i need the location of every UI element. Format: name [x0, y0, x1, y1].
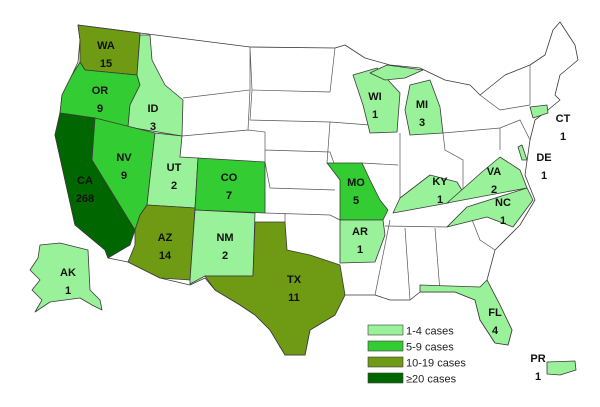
state-abbr-label: ID: [148, 103, 159, 115]
state-case-count: 1: [437, 194, 443, 206]
state-nc: [446, 187, 534, 228]
state-case-count: 15: [100, 58, 112, 70]
legend-swatch: [367, 324, 404, 336]
state-abbr-label: KY: [432, 176, 448, 188]
state-case-count: 2: [222, 250, 228, 262]
state-fl: [419, 279, 513, 346]
state-tx: [204, 221, 346, 356]
legend-label: ≥20 cases: [406, 374, 457, 386]
state-abbr-label: WA: [97, 40, 115, 52]
state-co: [194, 157, 266, 214]
state-case-count: 1: [357, 244, 363, 256]
state-case-count: 3: [150, 121, 156, 133]
state-case-count: 2: [491, 184, 497, 196]
state-abbr-label: NC: [495, 197, 511, 209]
state-abbr-label: AK: [60, 267, 76, 279]
state-case-count: 3: [419, 117, 425, 129]
states-layer: [29, 24, 577, 376]
legend-label: 1-4 cases: [406, 326, 454, 338]
state-case-count: 14: [159, 250, 172, 262]
state-abbr-label: MI: [416, 99, 428, 111]
state-borders: [181, 46, 531, 301]
legend: 1-4 cases 5-9 cases 10-19 cases ≥20 cases: [367, 324, 466, 386]
state-abbr-label: UT: [167, 162, 182, 174]
state-ak: [29, 242, 103, 313]
state-case-count: 1: [500, 215, 506, 227]
state-abbr-label: AZ: [158, 232, 173, 244]
state-abbr-label: CO: [221, 172, 238, 184]
state-abbr-label: PR: [530, 353, 545, 365]
legend-swatch: [367, 340, 404, 352]
state-mo: [326, 162, 389, 221]
state-abbr-label: MO: [347, 177, 365, 189]
state-abbr-label: NM: [216, 232, 233, 244]
state-abbr-label: NV: [116, 152, 132, 164]
state-mi: [369, 64, 424, 81]
state-de: [517, 144, 528, 161]
legend-label: 5-9 cases: [406, 342, 454, 354]
state-case-count: 268: [76, 193, 94, 205]
state-ar: [339, 219, 386, 264]
state-abbr-label: CT: [556, 113, 571, 125]
state-case-count: 2: [171, 180, 177, 192]
state-abbr-label: AR: [352, 226, 368, 238]
state-case-count: 1: [372, 109, 378, 121]
state-case-count: 1: [65, 285, 71, 297]
state-case-count: 9: [97, 103, 103, 115]
state-case-count: 5: [353, 195, 359, 207]
state-mi: [404, 79, 444, 136]
state-abbr-label: TX: [287, 274, 302, 286]
state-case-count: 9: [121, 170, 127, 182]
legend-label: 10-19 cases: [406, 358, 466, 370]
state-case-count: 1: [535, 371, 541, 383]
state-va: [446, 156, 528, 204]
state-case-count: 1: [560, 131, 566, 143]
state-case-count: 4: [492, 325, 499, 337]
state-ct: [529, 104, 549, 119]
state-nm: [189, 209, 256, 285]
state-case-count: 7: [226, 190, 232, 202]
state-abbr-label: FL: [488, 307, 502, 319]
state-abbr-label: CA: [77, 175, 93, 187]
state-wi: [352, 67, 401, 134]
legend-swatch: [367, 372, 404, 384]
state-case-count: 11: [288, 292, 300, 304]
legend-swatch: [367, 356, 404, 368]
state-case-count: 1: [541, 170, 547, 182]
state-abbr-label: VA: [487, 166, 502, 178]
state-abbr-label: DE: [536, 152, 551, 164]
state-abbr-label: OR: [92, 85, 109, 97]
state-abbr-label: WI: [368, 91, 381, 103]
state-pr: [546, 360, 577, 376]
